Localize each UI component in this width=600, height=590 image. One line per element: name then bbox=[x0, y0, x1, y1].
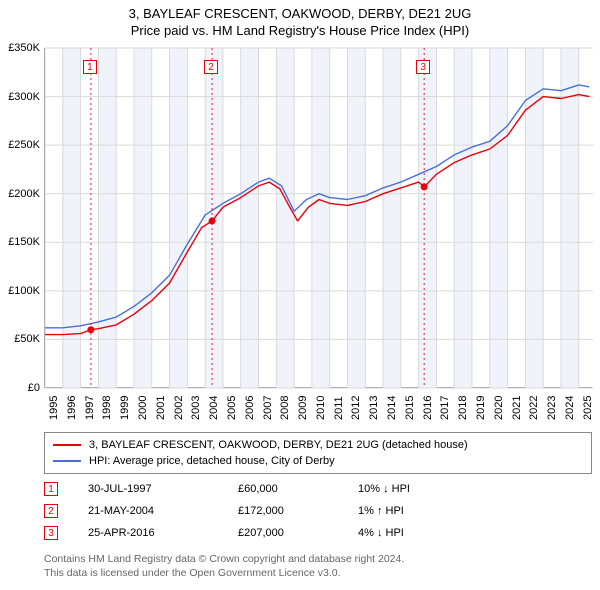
x-axis-label: 2022 bbox=[528, 396, 540, 420]
x-axis-label: 2010 bbox=[315, 396, 327, 420]
footer-line2: This data is licensed under the Open Gov… bbox=[44, 566, 404, 580]
x-axis-label: 2021 bbox=[511, 396, 523, 420]
legend-swatch-property bbox=[53, 444, 81, 446]
sale-price: £172,000 bbox=[238, 505, 358, 517]
y-axis-label: £0 bbox=[28, 382, 40, 394]
x-axis-label: 2007 bbox=[262, 396, 274, 420]
x-axis-label: 2002 bbox=[173, 396, 185, 420]
marker-badge-1: 1 bbox=[44, 482, 58, 496]
table-row: 1 30-JUL-1997 £60,000 10% ↓ HPI bbox=[44, 478, 592, 500]
sale-diff: 4% ↓ HPI bbox=[358, 527, 478, 539]
legend: 3, BAYLEAF CRESCENT, OAKWOOD, DERBY, DE2… bbox=[44, 432, 592, 474]
y-axis-label: £50K bbox=[14, 333, 40, 345]
x-axis-label: 1995 bbox=[48, 396, 60, 420]
x-axis-label: 2014 bbox=[386, 396, 398, 420]
sale-date: 25-APR-2016 bbox=[88, 527, 238, 539]
y-axis-label: £300K bbox=[8, 91, 40, 103]
x-axis-label: 2017 bbox=[439, 396, 451, 420]
legend-row: HPI: Average price, detached house, City… bbox=[53, 453, 583, 469]
y-axis-label: £350K bbox=[8, 42, 40, 54]
x-axis-label: 2006 bbox=[244, 396, 256, 420]
x-axis-label: 2005 bbox=[226, 396, 238, 420]
x-axis-label: 2003 bbox=[190, 396, 202, 420]
legend-swatch-hpi bbox=[53, 460, 81, 462]
footer-line1: Contains HM Land Registry data © Crown c… bbox=[44, 552, 404, 566]
x-axis-label: 2000 bbox=[137, 396, 149, 420]
y-axis-label: £200K bbox=[8, 188, 40, 200]
sale-diff: 1% ↑ HPI bbox=[358, 505, 478, 517]
x-axis-label: 2018 bbox=[457, 396, 469, 420]
title-subtitle: Price paid vs. HM Land Registry's House … bbox=[0, 23, 600, 38]
x-axis-label: 2009 bbox=[297, 396, 309, 420]
legend-label-property: 3, BAYLEAF CRESCENT, OAKWOOD, DERBY, DE2… bbox=[89, 439, 468, 451]
chart-marker-1: 1 bbox=[83, 60, 97, 74]
x-axis-label: 2019 bbox=[475, 396, 487, 420]
chart-area: 123£0£50K£100K£150K£200K£250K£300K£350K1… bbox=[44, 48, 592, 418]
chart-marker-2: 2 bbox=[204, 60, 218, 74]
footer-attribution: Contains HM Land Registry data © Crown c… bbox=[44, 552, 404, 580]
x-axis-label: 2015 bbox=[404, 396, 416, 420]
sale-diff: 10% ↓ HPI bbox=[358, 483, 478, 495]
sale-date: 30-JUL-1997 bbox=[88, 483, 238, 495]
x-axis-label: 2024 bbox=[564, 396, 576, 420]
x-axis-label: 2025 bbox=[582, 396, 594, 420]
marker-badge-3: 3 bbox=[44, 526, 58, 540]
table-row: 3 25-APR-2016 £207,000 4% ↓ HPI bbox=[44, 522, 592, 544]
x-axis-label: 2004 bbox=[208, 396, 220, 420]
x-axis-label: 1998 bbox=[101, 396, 113, 420]
chart-marker-3: 3 bbox=[416, 60, 430, 74]
legend-row: 3, BAYLEAF CRESCENT, OAKWOOD, DERBY, DE2… bbox=[53, 437, 583, 453]
x-axis-label: 2012 bbox=[350, 396, 362, 420]
sale-price: £207,000 bbox=[238, 527, 358, 539]
sale-price: £60,000 bbox=[238, 483, 358, 495]
marker-badge-2: 2 bbox=[44, 504, 58, 518]
x-axis-label: 2016 bbox=[422, 396, 434, 420]
x-axis-label: 2020 bbox=[493, 396, 505, 420]
x-axis-label: 2023 bbox=[546, 396, 558, 420]
sale-date: 21-MAY-2004 bbox=[88, 505, 238, 517]
x-axis-label: 1999 bbox=[119, 396, 131, 420]
x-axis-label: 2008 bbox=[279, 396, 291, 420]
x-axis-label: 2011 bbox=[333, 396, 345, 420]
chart-titles: 3, BAYLEAF CRESCENT, OAKWOOD, DERBY, DE2… bbox=[0, 0, 600, 38]
sales-table: 1 30-JUL-1997 £60,000 10% ↓ HPI 2 21-MAY… bbox=[44, 478, 592, 544]
legend-label-hpi: HPI: Average price, detached house, City… bbox=[89, 455, 335, 467]
x-axis-label: 1996 bbox=[66, 396, 78, 420]
plot-svg bbox=[45, 48, 593, 388]
y-axis-label: £100K bbox=[8, 285, 40, 297]
plot-region bbox=[44, 48, 592, 388]
figure-root: 3, BAYLEAF CRESCENT, OAKWOOD, DERBY, DE2… bbox=[0, 0, 600, 590]
x-axis-label: 1997 bbox=[84, 396, 96, 420]
y-axis-label: £150K bbox=[8, 236, 40, 248]
table-row: 2 21-MAY-2004 £172,000 1% ↑ HPI bbox=[44, 500, 592, 522]
x-axis-label: 2013 bbox=[368, 396, 380, 420]
x-axis-label: 2001 bbox=[155, 396, 167, 420]
title-address: 3, BAYLEAF CRESCENT, OAKWOOD, DERBY, DE2… bbox=[0, 6, 600, 21]
y-axis-label: £250K bbox=[8, 139, 40, 151]
